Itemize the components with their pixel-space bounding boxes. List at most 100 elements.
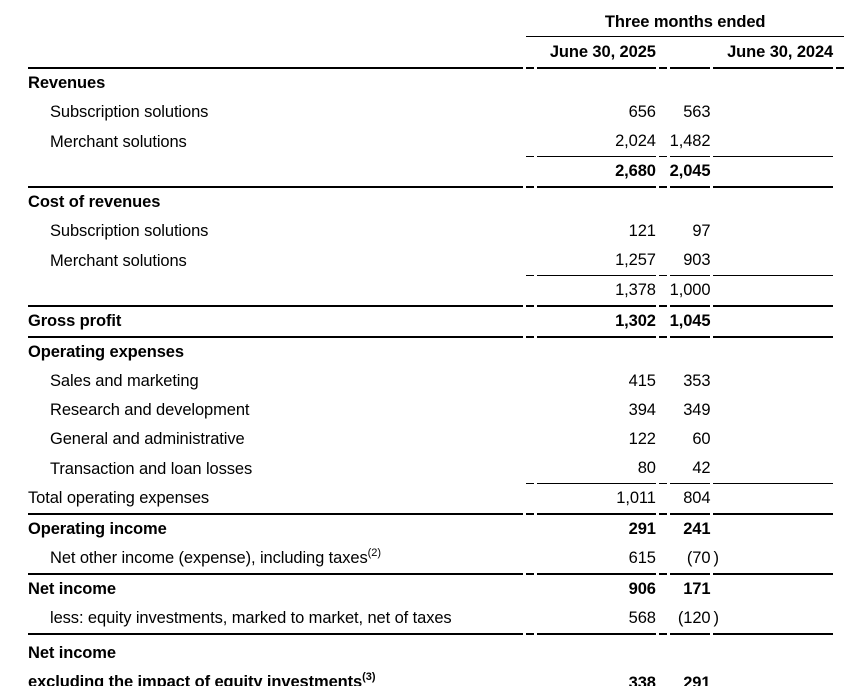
value-2025: 2,680: [537, 157, 656, 188]
spacer-cell: [713, 575, 833, 604]
spacer-cell: [713, 246, 834, 276]
spacer-cell: [713, 515, 833, 544]
column-header-2024: June 30, 2024: [713, 37, 833, 69]
spacer-cell: [659, 515, 667, 544]
column-header-2025: June 30, 2025: [537, 37, 656, 69]
spacer-cell: [658, 307, 667, 338]
spacer-cell: [526, 188, 534, 217]
table-row-sales-and-marketing: Sales and marketing 415 353: [28, 367, 844, 396]
table-row-cost-of-revenues: Cost of revenues: [28, 188, 844, 217]
spacer-cell: [526, 515, 534, 544]
value-2024: 1,045: [669, 307, 711, 338]
income-statement-table: Three months ended June 30, 2025 June 30…: [25, 5, 847, 686]
spacer-cell: [526, 246, 535, 276]
value-2025: 338: [628, 674, 656, 686]
spacer-cell: [658, 246, 667, 276]
table-row-net-income: Net income excluding the impact of equity…: [28, 635, 844, 686]
spacer-cell: [713, 69, 833, 98]
table-row-transaction-and-loan-losses: Transaction and loan losses 80 42: [28, 454, 844, 484]
value-2025: 122: [628, 430, 656, 448]
table-row-subscription-solutions: Subscription solutions 121 97: [28, 217, 844, 246]
value-2024: (120: [669, 604, 711, 635]
spacer-cell: [659, 575, 667, 604]
value-2025: 906: [628, 580, 656, 598]
table-row-subscription-solutions: Subscription solutions 656 563: [28, 98, 844, 127]
value-2025: [537, 338, 656, 367]
row-label: Merchant solutions: [50, 251, 187, 270]
spacer-cell: [713, 396, 833, 425]
table-row-blank: 1,378 1,000: [28, 276, 844, 307]
spacer-cell: [659, 635, 667, 686]
spacer-cell: [526, 98, 534, 127]
value-2025: 615: [537, 544, 656, 575]
value-2024: [670, 188, 711, 217]
value-2025: 656: [628, 103, 656, 121]
value-2024: 241: [683, 520, 711, 538]
row-label: Transaction and loan losses: [50, 459, 253, 478]
value-2024: 563: [683, 103, 711, 121]
spacer-cell: [713, 276, 834, 307]
spacer-cell: [658, 127, 667, 157]
spacer-cell: [658, 544, 667, 575]
spacer-cell: [526, 276, 535, 307]
period-header-spacer: [28, 5, 523, 37]
table-row-less-equity-investments-marked-to-market: less: equity investments, marked to mark…: [28, 604, 844, 635]
value-2024: 903: [669, 246, 711, 276]
period-header-row: Three months ended: [28, 5, 844, 37]
spacer-cell: [713, 157, 834, 188]
spacer-cell: [526, 396, 534, 425]
spacer-cell: [713, 338, 833, 367]
value-2024: [670, 69, 711, 98]
row-label: Research and development: [50, 401, 250, 419]
spacer-cell: [526, 425, 534, 454]
value-2025: 394: [628, 401, 656, 419]
row-label: Cost of revenues: [28, 193, 161, 211]
spacer-cell: [659, 338, 667, 367]
value-2024: 353: [683, 372, 711, 390]
spacer-cell: [659, 188, 667, 217]
value-2024: 1,482: [669, 127, 711, 157]
spacer-cell: [659, 217, 667, 246]
spacer-cell: [526, 604, 535, 635]
spacer-cell: [713, 367, 833, 396]
value-2025: 1,302: [537, 307, 656, 338]
row-label: Net other income (expense), including ta…: [28, 544, 524, 575]
table-body: Revenues Subscription solutions 656 563 Merc…: [28, 69, 844, 686]
row-label: Subscription solutions: [50, 103, 209, 121]
value-2025: 568: [537, 604, 656, 635]
row-label: Net income excluding the impact of equity…: [28, 644, 376, 686]
period-group-header: Three months ended: [526, 5, 844, 37]
value-2025: 1,011: [537, 484, 656, 515]
spacer-cell: [526, 307, 535, 338]
table-row-revenues: Revenues: [28, 69, 844, 98]
table-row-operating-income: Operating income 291 241: [28, 515, 844, 544]
row-label: Revenues: [28, 74, 106, 92]
value-2025: 291: [628, 520, 656, 538]
close-paren-cell: ): [713, 544, 834, 575]
value-2025: [537, 69, 656, 98]
spacer-cell: [658, 157, 667, 188]
row-label: Net income: [28, 580, 116, 598]
value-2024: 97: [692, 222, 711, 240]
spacer-cell: [526, 575, 534, 604]
value-2024: (70: [669, 544, 711, 575]
value-2024: 42: [669, 454, 711, 484]
row-label: less: equity investments, marked to mark…: [28, 604, 524, 635]
spacer-cell: [526, 157, 535, 188]
table-row-research-and-development: Research and development 394 349: [28, 396, 844, 425]
spacer-cell: [659, 425, 667, 454]
spacer-cell: [659, 396, 667, 425]
value-2024: 60: [692, 430, 711, 448]
value-2024: 804: [669, 484, 711, 515]
value-2025: 415: [628, 372, 656, 390]
footnote-marker: (2): [367, 546, 382, 559]
value-2025: 1,378: [537, 276, 656, 307]
spacer-cell: [713, 98, 833, 127]
value-2025: 80: [537, 454, 656, 484]
row-label: Subscription solutions: [50, 222, 209, 240]
value-2025: 1,257: [537, 246, 656, 276]
value-2024: 291: [683, 674, 711, 686]
spacer-cell: [526, 217, 534, 246]
value-2024: 349: [683, 401, 711, 419]
